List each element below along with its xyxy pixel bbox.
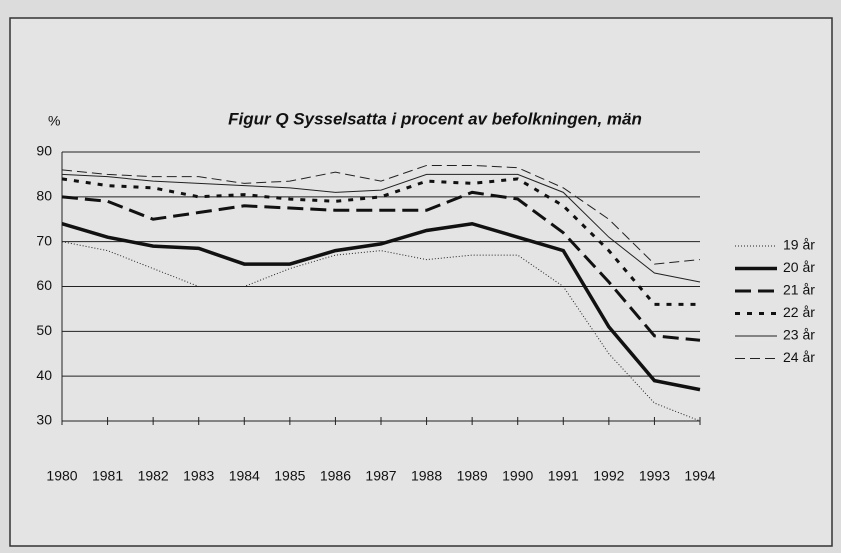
x-tick-label: 1988 bbox=[411, 468, 442, 484]
y-tick-label: 70 bbox=[36, 232, 52, 248]
series-line bbox=[61, 241, 701, 422]
x-tick-label: 1981 bbox=[92, 468, 123, 484]
y-tick-label: 90 bbox=[36, 143, 52, 159]
series-line bbox=[61, 173, 701, 283]
x-tick-label: 1983 bbox=[183, 468, 214, 484]
x-tick-label: 1992 bbox=[593, 468, 624, 484]
y-axis-label: % bbox=[48, 113, 60, 129]
legend-label: 21 år bbox=[783, 282, 815, 298]
x-tick-label: 1985 bbox=[274, 468, 305, 484]
x-tick-label: 1993 bbox=[639, 468, 670, 484]
x-tick-label: 1990 bbox=[502, 468, 533, 484]
legend-label: 19 år bbox=[783, 237, 815, 253]
series-line bbox=[61, 177, 700, 306]
chart-title: Figur Q Sysselsatta i procent av befolkn… bbox=[228, 109, 642, 128]
y-tick-label: 50 bbox=[36, 322, 52, 338]
x-tick-label: 1980 bbox=[46, 468, 77, 484]
x-tick-label: 1994 bbox=[684, 468, 715, 484]
x-tick-label: 1982 bbox=[138, 468, 169, 484]
y-tick-label: 80 bbox=[36, 188, 52, 204]
x-tick-label: 1989 bbox=[457, 468, 488, 484]
legend-label: 23 år bbox=[783, 327, 815, 343]
y-tick-label: 60 bbox=[36, 277, 52, 293]
series-line bbox=[61, 221, 701, 392]
y-tick-label: 30 bbox=[36, 412, 52, 428]
x-tick-label: 1991 bbox=[548, 468, 579, 484]
legend-label: 22 år bbox=[783, 304, 815, 320]
y-tick-label: 40 bbox=[36, 367, 52, 383]
x-tick-label: 1984 bbox=[229, 468, 260, 484]
legend-label: 24 år bbox=[783, 349, 815, 365]
x-tick-label: 1987 bbox=[365, 468, 396, 484]
x-tick-label: 1986 bbox=[320, 468, 351, 484]
legend-label: 20 år bbox=[783, 259, 815, 275]
series-line bbox=[61, 164, 701, 265]
series-line bbox=[61, 190, 701, 342]
frame bbox=[9, 17, 833, 547]
